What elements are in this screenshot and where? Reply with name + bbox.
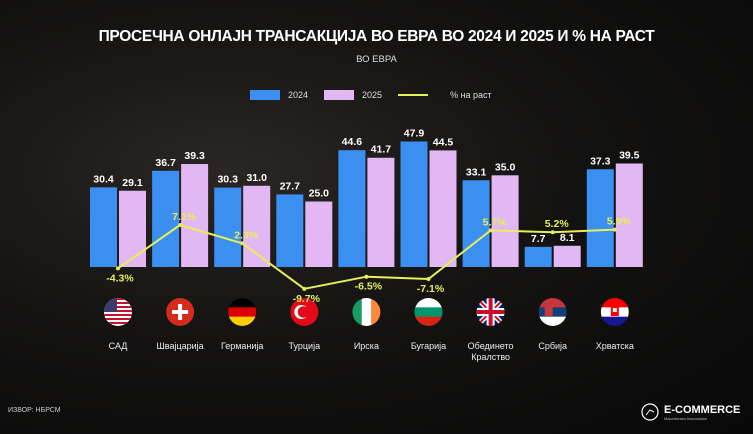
legend-line	[398, 94, 429, 96]
category-label: Германија	[221, 341, 263, 351]
growth-label: -6.5%	[355, 281, 383, 293]
bar-value-label: 31.0	[246, 172, 267, 184]
growth-point	[488, 228, 493, 233]
category-label: Хрватска	[596, 341, 634, 351]
bar-value-label: 30.3	[217, 174, 238, 186]
bar-value-label: 44.5	[433, 136, 454, 148]
logo: E-COMMERCE Macedonian Association	[640, 402, 740, 422]
chart-subtitle: ВО ЕВРА	[356, 54, 397, 65]
bar-2025	[367, 157, 395, 267]
category-label: Швајцарија	[157, 341, 204, 351]
bar-2024	[586, 169, 614, 267]
bar-value-label: 25.0	[309, 188, 330, 200]
bar-value-label: 36.7	[155, 157, 176, 169]
bar-value-label: 41.7	[371, 144, 392, 156]
bar-value-label: 29.1	[122, 177, 143, 189]
bar-2025	[305, 201, 333, 267]
turkey-flag-icon	[290, 298, 319, 326]
bar-value-label: 44.6	[342, 136, 363, 148]
bar-2024	[338, 150, 366, 267]
growth-point	[426, 276, 431, 281]
source-note: ИЗВОР: НБРСМ	[8, 407, 61, 414]
category-label: Ирска	[354, 341, 379, 351]
category-label: Бугарија	[411, 341, 446, 351]
category-label: САД	[109, 341, 128, 351]
switzerland-flag-icon	[166, 298, 195, 326]
bar-value-label: 7.7	[531, 233, 546, 245]
legend-label: 2024	[288, 90, 309, 100]
legend-swatch	[324, 90, 355, 100]
bar-2024	[400, 141, 428, 267]
growth-point	[116, 266, 120, 271]
growth-point	[240, 241, 245, 246]
bar-2025	[491, 175, 519, 267]
bar-value-label: 39.5	[619, 150, 640, 162]
bar-2024	[152, 170, 180, 267]
us-flag-icon	[104, 298, 132, 326]
bar-2024	[524, 246, 552, 267]
uk-flag-icon	[476, 298, 505, 326]
growth-label: 5.7%	[483, 216, 508, 228]
growth-label: -4.3%	[106, 272, 134, 284]
growth-label: -9.7%	[293, 293, 321, 305]
growth-point	[178, 223, 183, 228]
growth-point	[364, 274, 369, 279]
bar-value-label: 27.7	[280, 180, 301, 192]
bar-2024	[462, 180, 490, 267]
legend-label: % на раст	[450, 90, 492, 100]
bar-value-label: 47.9	[404, 128, 425, 140]
serbia-flag-icon	[538, 298, 567, 326]
legend-growth: % на раст	[398, 90, 492, 100]
growth-point	[612, 227, 617, 232]
logo-icon	[641, 403, 659, 421]
bar-2025	[181, 164, 209, 267]
legend-2025: 2025	[324, 90, 382, 100]
growth-point	[550, 230, 555, 235]
bar-2025	[553, 245, 581, 267]
growth-label: 5.2%	[545, 218, 570, 230]
legend-swatch	[250, 90, 280, 100]
bar-2025	[615, 163, 643, 267]
category-label: Србија	[538, 341, 567, 351]
legend-2024: 2024	[250, 90, 308, 100]
bar-2025	[429, 150, 457, 267]
category-label: Кралство	[471, 352, 510, 362]
logo-name: E-COMMERCE	[664, 403, 741, 416]
bulgaria-flag-icon	[414, 298, 443, 326]
croatia-flag-icon	[600, 298, 629, 326]
chart-title: ПРОСЕЧНА ОНЛАЈН ТРАНСАКЦИЈА ВО ЕВРА ВО 2…	[98, 28, 655, 45]
growth-label: 5.9%	[607, 216, 632, 228]
bar-value-label: 33.1	[466, 166, 487, 178]
bar-2024	[276, 194, 304, 267]
bar-value-label: 8.1	[560, 232, 575, 244]
bar-2024	[214, 187, 242, 267]
bar-value-label: 30.4	[93, 173, 114, 185]
growth-point	[302, 286, 307, 291]
category-label: Турција	[289, 341, 321, 351]
category-label: Обединето	[468, 341, 514, 351]
logo-tagline: Macedonian Association	[664, 415, 708, 421]
legend-label: 2025	[362, 90, 383, 100]
ireland-flag-icon	[352, 298, 381, 326]
bar-value-label: 39.3	[184, 150, 205, 162]
growth-label: -7.1%	[417, 283, 445, 295]
growth-label: 2.3%	[234, 229, 259, 241]
germany-flag-icon	[228, 298, 257, 326]
growth-label: 7.1%	[172, 211, 197, 223]
bar-2025	[119, 190, 146, 267]
bar-2024	[90, 187, 117, 267]
bar-value-label: 35.0	[495, 161, 516, 173]
legend: 2024 2025 % на раст	[250, 90, 508, 100]
bar-value-label: 37.3	[590, 155, 611, 167]
